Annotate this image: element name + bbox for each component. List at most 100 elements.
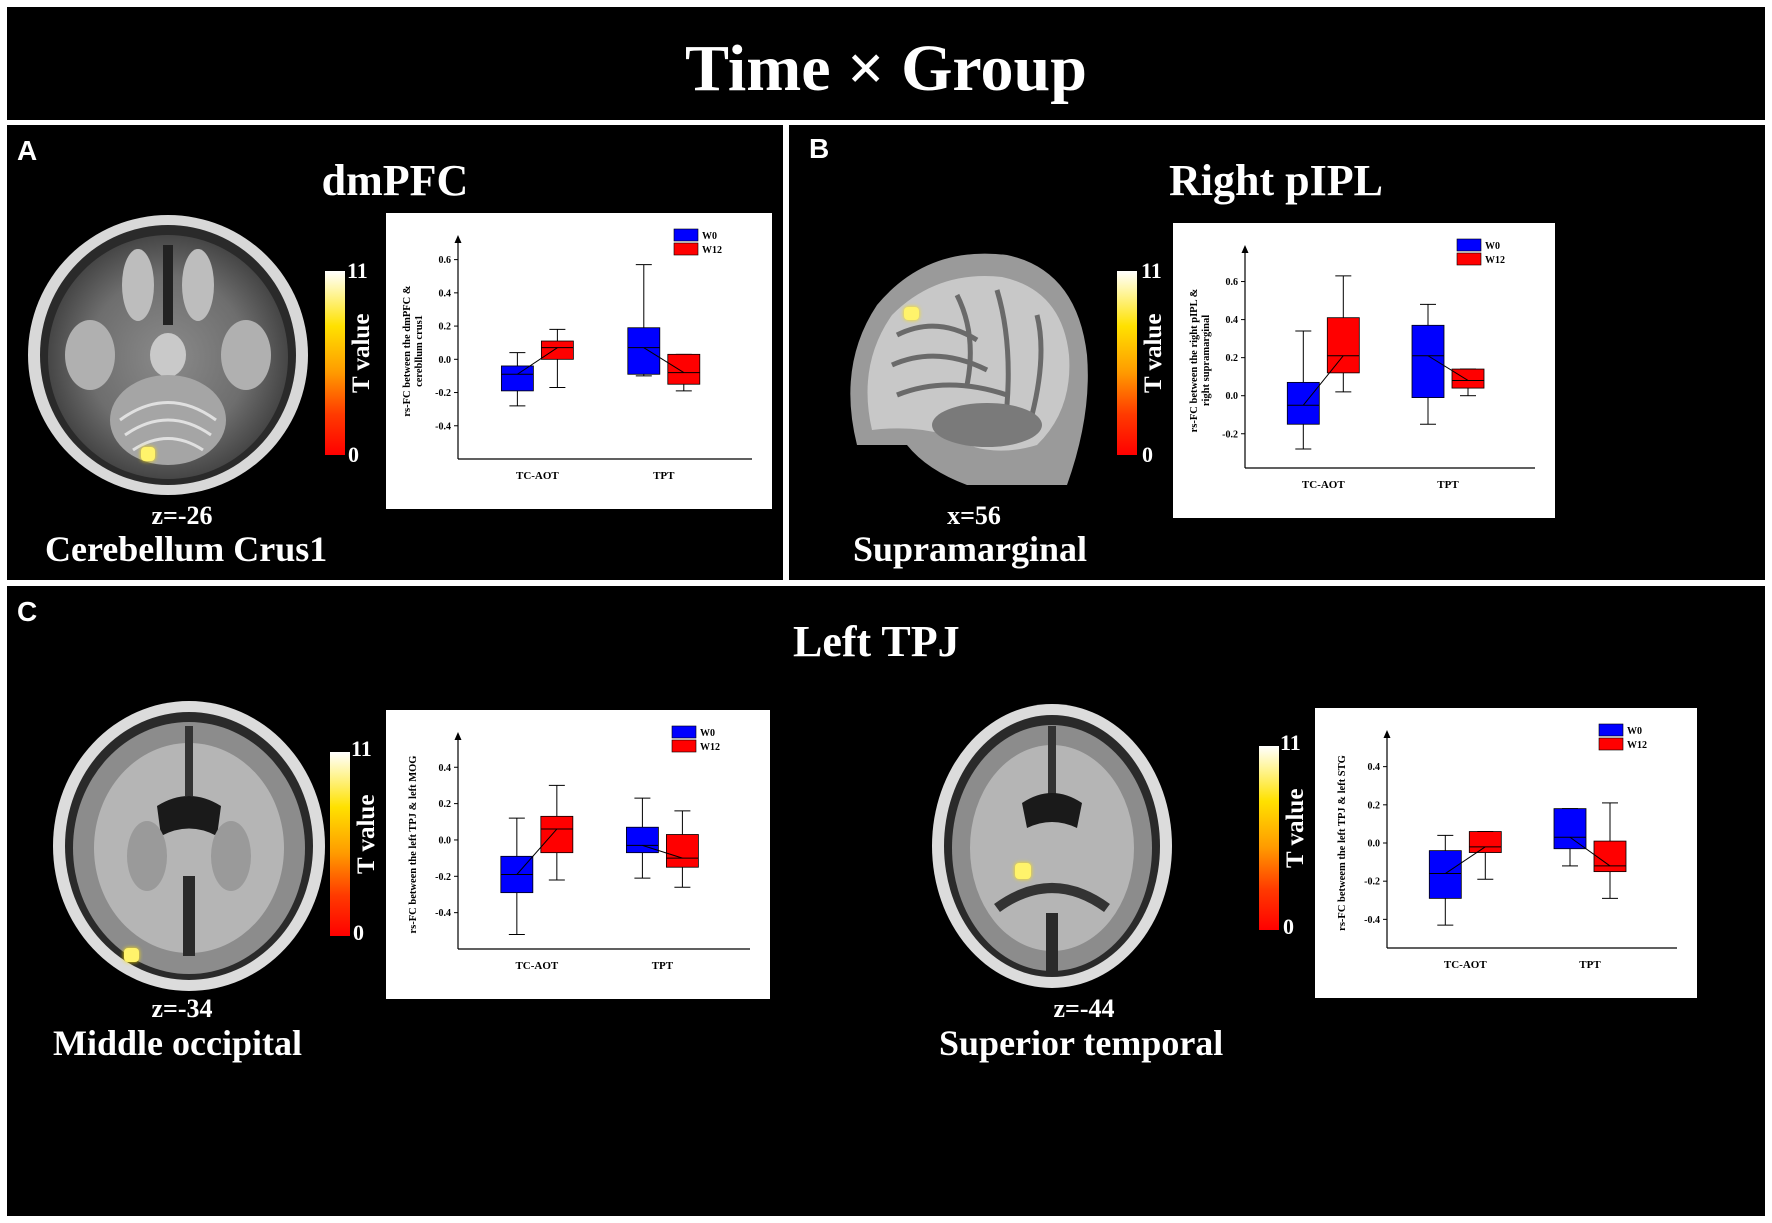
y-axis-label: rs-FC betweem the left TPJ & left STG (1337, 755, 1348, 931)
box-W12 (1468, 831, 1502, 853)
median-connector (517, 347, 558, 375)
colorbar (330, 752, 350, 936)
y-axis-arrow (454, 732, 462, 740)
y-tick-label: 0.4 (439, 763, 452, 774)
y-axis-arrow (1383, 730, 1391, 738)
y-axis-label: rs-FC between the right pIPL & (1189, 288, 1200, 432)
legend-label: W12 (1627, 740, 1647, 751)
x-tick-label: TC-AOT (1444, 959, 1487, 971)
y-tick-label: -0.2 (1364, 877, 1380, 888)
boxplot-b: -0.2 0.0 0.2 0.4 0.6 rs-FC between the right … (1173, 223, 1555, 518)
region-name: Supramarginal (853, 529, 1088, 569)
legend-label: W0 (1485, 241, 1500, 252)
colorbar (1117, 271, 1137, 455)
box-W12 (1451, 368, 1485, 389)
median-connector (1427, 355, 1469, 381)
median-connector (1302, 355, 1344, 406)
y-tick-label: 0.2 (439, 322, 452, 333)
panel-b: B Right pIPL 11 0 T value x=56 Supramarg… (789, 125, 1765, 580)
x-tick-label: TC-AOT (516, 470, 559, 482)
y-axis-label: cerebllum crus1 (414, 315, 425, 387)
colorbar-min: 0 (1142, 442, 1153, 467)
legend-swatch (1598, 723, 1624, 737)
median-connector (516, 828, 558, 875)
box-W12 (667, 353, 701, 385)
colorbar-min: 0 (348, 442, 359, 467)
panel-c-label: C (17, 596, 38, 627)
region-name: Middle occipital (53, 1023, 302, 1063)
boxplot-a: -0.4 -0.2 0.0 0.2 0.4 0.6 rs-FC between the dm… (386, 213, 772, 509)
legend-swatch (1456, 252, 1482, 266)
legend-swatch (673, 228, 699, 242)
legend-label: W12 (702, 245, 722, 256)
y-axis-label: rs-FC between the dmPFC & (402, 285, 413, 416)
header-panel: Time × Group (7, 7, 1765, 120)
panel-a-title: dmPFC (321, 156, 469, 205)
colorbar-max: 11 (347, 258, 368, 283)
legend-label: W0 (1627, 726, 1642, 737)
box-W0 (1286, 381, 1320, 425)
region-name: Superior temporal (939, 1023, 1224, 1063)
box-W0 (1411, 324, 1445, 399)
y-axis-arrow (454, 235, 462, 243)
panel-b-label: B (809, 133, 830, 164)
legend-label: W0 (700, 728, 715, 739)
y-tick-label: -0.4 (435, 908, 451, 919)
colorbar-label: T value (1282, 788, 1309, 868)
legend-swatch (671, 739, 697, 753)
y-tick-label: 0.2 (1368, 800, 1381, 811)
panel-a: A dmPFC 11 0 T value z=-26 Cerebellum Cr… (7, 125, 783, 580)
legend-label: W0 (702, 231, 717, 242)
boxplot-c-left: -0.4 -0.2 0.0 0.2 0.4 rs-FC between the left … (386, 710, 770, 999)
legend-swatch (673, 242, 699, 256)
y-tick-label: 0.4 (439, 288, 452, 299)
y-tick-label: -0.2 (435, 872, 451, 883)
region-name: Cerebellum Crus1 (45, 529, 328, 569)
box-W12 (540, 340, 574, 360)
box-W0 (627, 327, 661, 375)
panel-b-title: Right pIPL (1169, 156, 1383, 205)
y-tick-label: 0.4 (1226, 315, 1239, 326)
median-connector (1569, 836, 1611, 867)
y-tick-label: 0.0 (439, 835, 452, 846)
colorbar-label: T value (1140, 313, 1167, 393)
box-W0 (500, 365, 534, 392)
y-tick-label: 0.6 (439, 255, 452, 266)
legend-label: W12 (700, 742, 720, 753)
colorbar (325, 271, 345, 455)
brain-sagittal-image (850, 253, 1088, 485)
box-W0 (1553, 808, 1587, 850)
slice-coordinate: z=-44 (1053, 994, 1115, 1023)
colorbar-min: 0 (353, 920, 364, 945)
activation-blob (124, 948, 139, 962)
y-tick-label: 0.0 (1368, 839, 1381, 850)
panel-c-title: Left TPJ (793, 617, 960, 666)
y-tick-label: 0.0 (1226, 391, 1239, 402)
slice-coordinate: z=-34 (151, 994, 213, 1023)
colorbar-max: 11 (1280, 730, 1301, 755)
y-tick-label: -0.4 (1364, 915, 1380, 926)
colorbar-min: 0 (1283, 914, 1294, 939)
colorbar-label: T value (353, 794, 380, 874)
y-tick-label: -0.2 (1222, 429, 1238, 440)
y-axis-arrow (1241, 245, 1249, 253)
activation-blob (141, 447, 155, 461)
y-axis-label: right supramarginal (1201, 315, 1212, 406)
box-W12 (665, 834, 699, 868)
figure-title: Time × Group (685, 32, 1087, 105)
panel-a-label: A (17, 135, 38, 166)
median-connector (643, 347, 685, 374)
median-connector (642, 844, 683, 859)
y-tick-label: 0.4 (1368, 762, 1381, 773)
box-W12 (1326, 317, 1360, 374)
activation-blob (904, 307, 919, 320)
x-tick-label: TC-AOT (515, 960, 558, 972)
legend-label: W12 (1485, 255, 1505, 266)
legend-swatch (1456, 238, 1482, 252)
box-W0 (1428, 850, 1462, 899)
x-tick-label: TPT (653, 470, 675, 482)
median-connector (1445, 846, 1486, 874)
y-tick-label: -0.4 (435, 421, 451, 432)
colorbar (1259, 746, 1279, 930)
colorbar-max: 11 (351, 736, 372, 761)
